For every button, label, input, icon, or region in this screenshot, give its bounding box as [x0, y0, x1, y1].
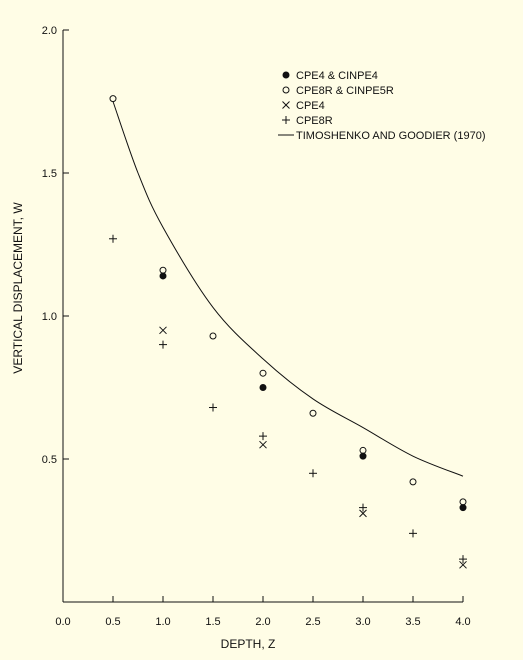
x-tick-label: 1.5 — [205, 616, 220, 628]
legend-marker-cpe4 — [282, 101, 290, 109]
data-point-cpe4 — [459, 560, 467, 569]
x-tick-label: 3.5 — [405, 616, 420, 628]
x-tick-label: 0.0 — [55, 616, 70, 628]
data-point-cpe8r-cinpe5r — [309, 409, 317, 417]
y-axis-ticks: 0.5 1.0 1.5 2.0 — [42, 25, 69, 466]
axes — [62, 30, 463, 603]
x-axis-ticks: 0.0 0.5 1.0 1.5 2.0 2.5 3.0 3.5 4.0 — [55, 596, 471, 628]
data-point-cpe8r — [409, 529, 417, 538]
data-point-cpe8r — [259, 432, 267, 441]
y-tick-label: 2.0 — [42, 25, 57, 37]
x-tick-label: 3.0 — [355, 616, 370, 628]
x-tick-label: 1.0 — [155, 616, 170, 628]
data-point-cpe8r — [459, 555, 467, 564]
legend-marker-cpe4-cinpe4 — [282, 71, 290, 79]
data-point-cpe8r-cinpe5r — [359, 446, 367, 454]
data-point-cpe8r-cinpe5r — [459, 498, 467, 506]
legend: CPE4 & CINPE4 CPE8R & CINPE5R CPE4 CPE8R TIM… — [278, 70, 485, 142]
data-point-cpe4 — [259, 440, 267, 449]
data-point-cpe4 — [159, 326, 167, 335]
data-point-cpe8r-cinpe5r — [409, 478, 417, 486]
legend-marker-cpe8r-cinpe5r — [282, 86, 290, 94]
legend-label-cpe8r: CPE8R — [296, 115, 333, 127]
x-axis-label: DEPTH, Z — [221, 637, 276, 651]
data-point-cpe8r — [309, 469, 317, 478]
legend-label-cpe4: CPE4 — [296, 100, 325, 112]
y-tick-label: 0.5 — [42, 454, 57, 466]
data-point-cpe8r-cinpe5r — [209, 332, 217, 340]
legend-label-cpe4-cinpe4: CPE4 & CINPE4 — [296, 70, 378, 82]
data-point-cpe4 — [359, 509, 367, 518]
plot-area — [109, 95, 467, 569]
y-axis-label: VERTICAL DISPLACEMENT, W — [11, 202, 25, 374]
y-tick-label: 1.5 — [42, 168, 57, 180]
x-tick-label: 0.5 — [105, 616, 120, 628]
data-point-cpe8r-cinpe5r — [159, 266, 167, 274]
data-point-cpe4-cinpe4 — [159, 272, 167, 280]
x-tick-label: 4.0 — [455, 616, 470, 628]
data-point-cpe4-cinpe4 — [259, 384, 267, 391]
legend-label-cpe8r-cinpe5r: CPE8R & CINPE5R — [296, 85, 394, 97]
data-point-cpe8r — [209, 403, 217, 412]
legend-marker-cpe8r — [282, 116, 290, 124]
data-point-cpe4-cinpe4 — [359, 452, 367, 460]
data-point-cpe4-cinpe4 — [459, 504, 467, 512]
data-point-cpe8r — [159, 340, 167, 349]
data-point-cpe8r — [109, 234, 117, 243]
x-tick-label: 2.5 — [305, 616, 320, 628]
data-point-cpe8r — [359, 503, 367, 512]
y-tick-label: 1.0 — [42, 311, 57, 323]
data-point-cpe8r-cinpe5r — [109, 95, 117, 103]
data-point-cpe8r-cinpe5r — [259, 369, 267, 377]
legend-label-timoshenko-and-goodier-1970: TIMOSHENKO AND GOODIER (1970) — [296, 130, 485, 142]
x-tick-label: 2.0 — [255, 616, 270, 628]
series-line-timoshenko-and-goodier-1970 — [112, 101, 464, 477]
